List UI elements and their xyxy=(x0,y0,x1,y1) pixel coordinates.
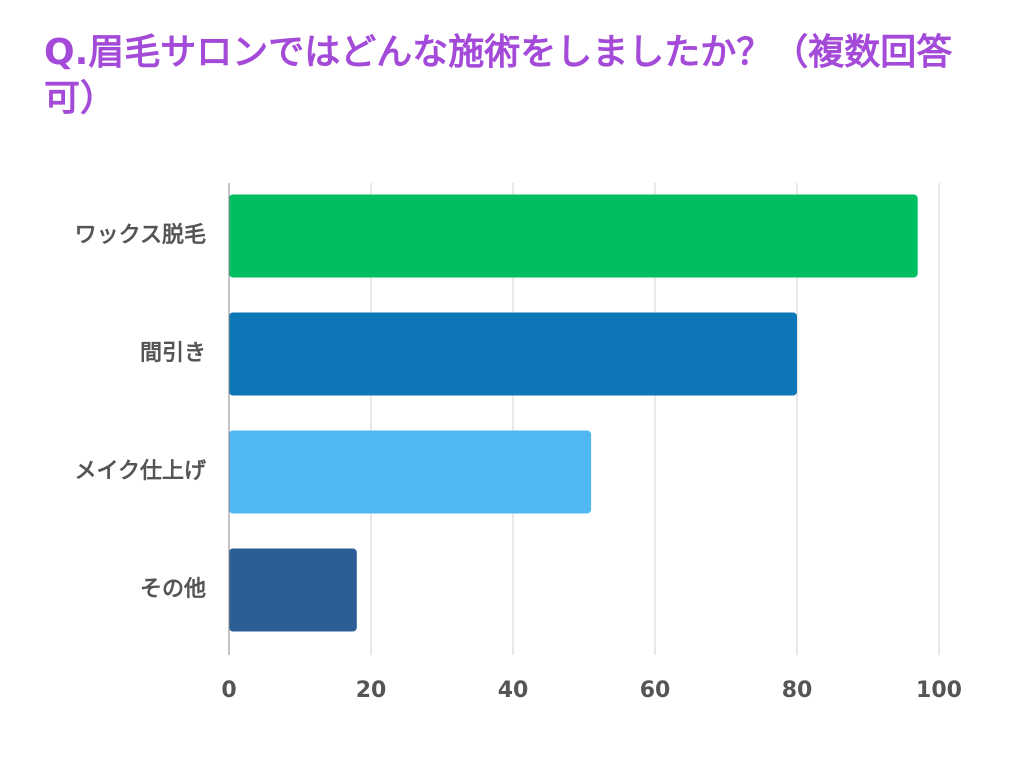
chart-title: Q.眉毛サロンではどんな施術をしましたか？（複数回答可） xyxy=(44,32,953,119)
bar-0 xyxy=(229,194,918,278)
bar-2 xyxy=(229,430,592,514)
x-tick-label-5: 100 xyxy=(916,678,962,703)
bar-1 xyxy=(229,312,797,396)
x-tick-labels: 0 20 40 60 80 100 xyxy=(221,678,962,703)
x-tick-label-0: 0 xyxy=(221,678,236,703)
x-tick-label-4: 80 xyxy=(782,678,813,703)
bars xyxy=(229,194,918,632)
x-tick-label-3: 60 xyxy=(640,678,671,703)
bar-3 xyxy=(229,548,357,632)
category-label-3: その他 xyxy=(140,577,206,602)
category-label-0: ワックス脱毛 xyxy=(75,223,206,248)
x-tick-label-2: 40 xyxy=(498,678,529,703)
x-tick-label-1: 20 xyxy=(356,678,387,703)
category-label-1: 間引き xyxy=(140,341,206,366)
category-label-2: メイク仕上げ xyxy=(74,459,207,484)
